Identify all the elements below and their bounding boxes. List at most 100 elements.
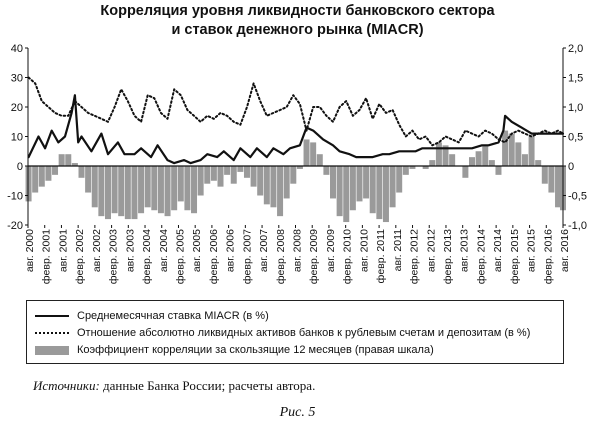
x-tick-label: февр. 2001 xyxy=(41,229,53,284)
legend-item-liquidity: Отношение абсолютно ликвидных активов ба… xyxy=(35,325,530,341)
correlation-bar xyxy=(38,166,45,187)
x-tick-label: авг. 2004 xyxy=(158,229,170,272)
right-tick-label: 2,0 xyxy=(568,43,583,55)
correlation-bar xyxy=(237,166,244,172)
x-tick-label: февр. 2011 xyxy=(375,229,387,283)
correlation-bar xyxy=(376,166,383,220)
correlation-bar xyxy=(330,166,337,199)
x-tick-label: февр. 2005 xyxy=(174,229,186,284)
source-note: Источники: данные Банка России; расчеты … xyxy=(33,378,315,394)
correlation-bar xyxy=(52,166,59,175)
correlation-bar xyxy=(449,154,456,166)
correlation-bar xyxy=(402,166,409,175)
right-tick-label: 0,5 xyxy=(568,132,583,144)
correlation-bar xyxy=(369,166,376,214)
correlation-bar xyxy=(191,166,198,214)
correlation-bar xyxy=(409,166,416,169)
correlation-bar xyxy=(157,166,164,214)
correlation-bar xyxy=(164,166,171,217)
correlation-bar xyxy=(290,166,297,184)
chart-plot: 403020100-10-202,01,51,00,50-0,5-1,0авг.… xyxy=(7,43,587,284)
x-tick-label: авг. 2010 xyxy=(358,229,370,272)
left-tick-label: -10 xyxy=(7,191,23,203)
correlation-bar xyxy=(548,166,555,193)
x-tick-label: февр. 2003 xyxy=(108,229,120,284)
x-tick-label: февр. 2009 xyxy=(308,229,320,284)
figure-caption: Рис. 5 xyxy=(279,405,316,420)
source-text: данные Банка России; расчеты автора. xyxy=(99,378,316,393)
correlation-bar xyxy=(323,166,330,175)
correlation-bar xyxy=(468,157,475,166)
correlation-bar xyxy=(528,136,535,166)
correlation-bar xyxy=(58,154,65,166)
legend-item-correlation: Коэффициент корреляции за скользящие 12 … xyxy=(35,342,434,358)
chart-title-line-1: Корреляция уровня ликвидности банковског… xyxy=(100,3,495,19)
right-tick-label: -0,5 xyxy=(568,191,587,203)
legend-label-miacr: Среднемесячная ставка MIACR (в %) xyxy=(77,310,269,322)
left-tick-label: -20 xyxy=(7,220,23,232)
left-tick-label: 20 xyxy=(11,102,23,114)
legend-key-bar xyxy=(35,345,69,355)
correlation-bar xyxy=(555,166,562,208)
correlation-bar xyxy=(138,166,145,214)
correlation-bar xyxy=(482,145,489,166)
correlation-bar xyxy=(541,166,548,184)
correlation-bar xyxy=(98,166,105,217)
correlation-bar xyxy=(303,139,310,166)
x-tick-label: февр. 2007 xyxy=(241,229,253,284)
correlation-bar xyxy=(462,166,469,178)
legend-label-correlation: Коэффициент корреляции за скользящие 12 … xyxy=(77,344,434,356)
x-tick-label: авг. 2011 xyxy=(392,229,404,272)
correlation-bar xyxy=(177,166,184,202)
legend-key-dotted-line xyxy=(35,332,69,334)
chart-legend: Среднемесячная ставка MIACR (в %) Отноше… xyxy=(26,300,564,364)
right-tick-label: 0 xyxy=(568,161,574,173)
x-tick-label: авг. 2005 xyxy=(191,229,203,272)
correlation-bar xyxy=(151,166,158,211)
correlation-bar xyxy=(124,166,131,220)
correlation-bar xyxy=(435,142,442,166)
x-tick-label: авг. 2016 xyxy=(559,229,571,272)
series-lines xyxy=(27,76,565,165)
axes xyxy=(25,47,566,228)
correlation-bar xyxy=(502,130,509,166)
correlation-bar xyxy=(521,154,528,166)
source-label: Источники: xyxy=(33,378,100,393)
left-tick-label: 0 xyxy=(17,161,23,173)
correlation-bar xyxy=(515,142,522,166)
liquidity-ratio-line xyxy=(27,76,564,147)
x-tick-label: авг. 2013 xyxy=(459,229,471,272)
correlation-bar xyxy=(263,166,270,205)
correlation-bar xyxy=(356,166,363,202)
x-tick-label: авг. 2009 xyxy=(325,229,337,272)
correlation-bar xyxy=(475,151,482,166)
correlation-bar xyxy=(442,145,449,166)
correlation-bar xyxy=(32,166,39,193)
correlation-bar xyxy=(535,160,542,166)
chart-title-line-2: и ставок денежного рынка (MIACR) xyxy=(171,22,424,38)
correlation-bar xyxy=(363,166,370,199)
left-tick-label: 40 xyxy=(11,43,23,55)
correlation-bar xyxy=(343,166,350,223)
correlation-bar xyxy=(104,166,111,220)
correlation-bar xyxy=(257,166,264,196)
x-tick-label: февр. 2010 xyxy=(342,229,354,284)
correlation-bar xyxy=(91,166,98,208)
legend-item-miacr: Среднемесячная ставка MIACR (в %) xyxy=(35,308,269,324)
correlation-bar xyxy=(111,166,118,214)
x-tick-label: февр. 2002 xyxy=(74,229,86,284)
correlation-bar xyxy=(422,166,429,169)
chart-title: Корреляция уровня ликвидности банковског… xyxy=(0,2,595,40)
correlation-bar xyxy=(243,166,250,178)
x-tick-label: авг. 2006 xyxy=(225,229,237,272)
correlation-bar xyxy=(270,166,277,208)
miacr-rate-line xyxy=(27,94,565,165)
correlation-bar xyxy=(217,166,224,187)
correlation-bar xyxy=(488,160,495,166)
correlation-bar xyxy=(382,166,389,223)
correlation-bar xyxy=(78,166,85,178)
correlation-bar xyxy=(71,163,78,166)
x-tick-label: февр. 2015 xyxy=(509,229,521,284)
correlation-bar xyxy=(65,154,72,166)
x-tick-label: февр. 2008 xyxy=(275,229,287,284)
